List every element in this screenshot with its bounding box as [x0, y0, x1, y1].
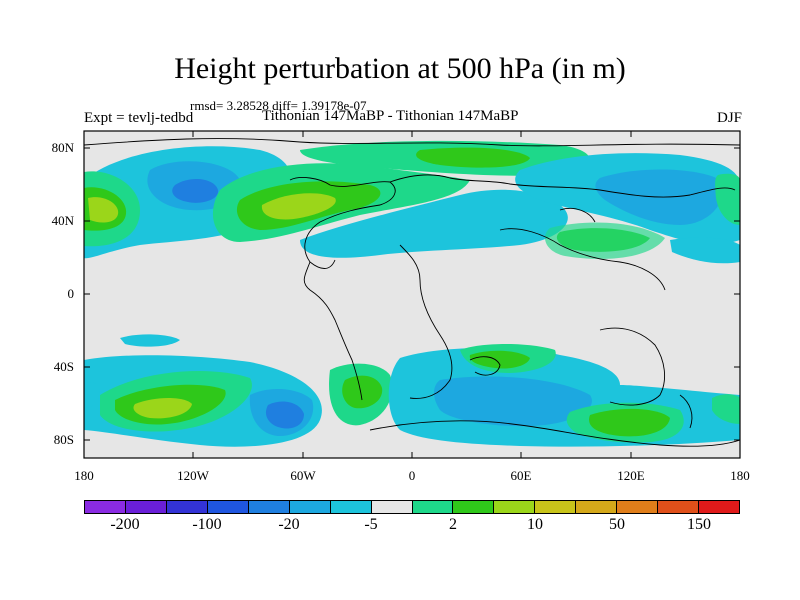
contour-ygreen-spac	[133, 398, 192, 419]
lon-label-60e: 60E	[510, 468, 532, 483]
contour-darkblue-spac	[265, 401, 304, 429]
colorbar-label: 10	[527, 516, 543, 533]
colorbar-cell	[166, 501, 208, 513]
colorbar-label: 150	[687, 516, 711, 533]
colorbar-cell	[576, 501, 618, 513]
colorbar-label: -5	[364, 516, 378, 533]
contour-green-indian-north	[469, 350, 530, 369]
coastlines	[84, 138, 740, 447]
plot-title: Height perturbation at 500 hPa (in m)	[174, 52, 626, 85]
colorbar-cell	[535, 501, 577, 513]
lat-label-80n: 80N	[51, 140, 74, 155]
experiment-label: Expt = tevlj-tedbd	[84, 110, 194, 126]
contour-teal-east	[715, 173, 740, 225]
colorbar-label: 50	[609, 516, 625, 533]
colorbar-cell	[658, 501, 700, 513]
axis-ticks	[84, 131, 740, 458]
colorbar-label: 2	[449, 516, 457, 533]
colorbar-cell	[617, 501, 659, 513]
colorbar-cell	[207, 501, 249, 513]
contour-green-arctic	[416, 147, 530, 168]
season-label: DJF	[716, 110, 742, 126]
contour-cyan-far-east-edge	[84, 382, 100, 408]
colorbar-label: -100	[192, 516, 222, 533]
contour-green-satlantic	[342, 375, 383, 409]
contour-ygreen-west	[88, 197, 119, 223]
colorbar-cell	[289, 501, 331, 513]
colorbar-cell	[85, 501, 126, 513]
lat-label-40s: 40S	[53, 359, 74, 374]
colorbar-cell	[699, 501, 739, 513]
colorbar-cell	[494, 501, 536, 513]
contour-teal-far-east	[712, 394, 740, 424]
colorbar	[84, 500, 740, 514]
contour-darkblue-npac	[172, 178, 219, 203]
lat-label-40n: 40N	[51, 213, 74, 228]
lon-label-180-right: 180	[730, 468, 750, 483]
lon-label-120e: 120E	[617, 468, 645, 483]
contour-teal-eurasia	[545, 222, 665, 259]
colorbar-cell	[248, 501, 290, 513]
contour-ygreen-namerica	[261, 193, 336, 220]
colorbar-label: -200	[110, 516, 140, 533]
lon-label-60w: 60W	[290, 468, 316, 483]
colorbar-cell	[453, 501, 495, 513]
colorbar-cell	[330, 501, 372, 513]
colorbar-label: -20	[278, 516, 300, 533]
contour-blue-indian	[434, 376, 592, 427]
colorbar-cell	[371, 501, 413, 513]
contour-cyan-atlantic	[300, 189, 568, 258]
contour-cyan-eastasia	[670, 237, 740, 264]
runs-label: Tithonian 147MaBP - Tithonian 147MaBP	[262, 108, 519, 124]
contour-cyan-spac-small	[120, 334, 180, 347]
stats-text: rmsd= 3.28528 diff= 1.39178e-07	[190, 98, 367, 113]
colorbar-cell	[125, 501, 167, 513]
contour-green-australia	[589, 408, 670, 437]
lat-label-0: 0	[67, 286, 75, 301]
lon-label-180-left: 180	[74, 468, 94, 483]
lon-label-120w: 120W	[177, 468, 209, 483]
lon-label-0: 0	[408, 468, 416, 483]
lat-label-80s: 80S	[53, 432, 74, 447]
colorbar-cell	[412, 501, 454, 513]
